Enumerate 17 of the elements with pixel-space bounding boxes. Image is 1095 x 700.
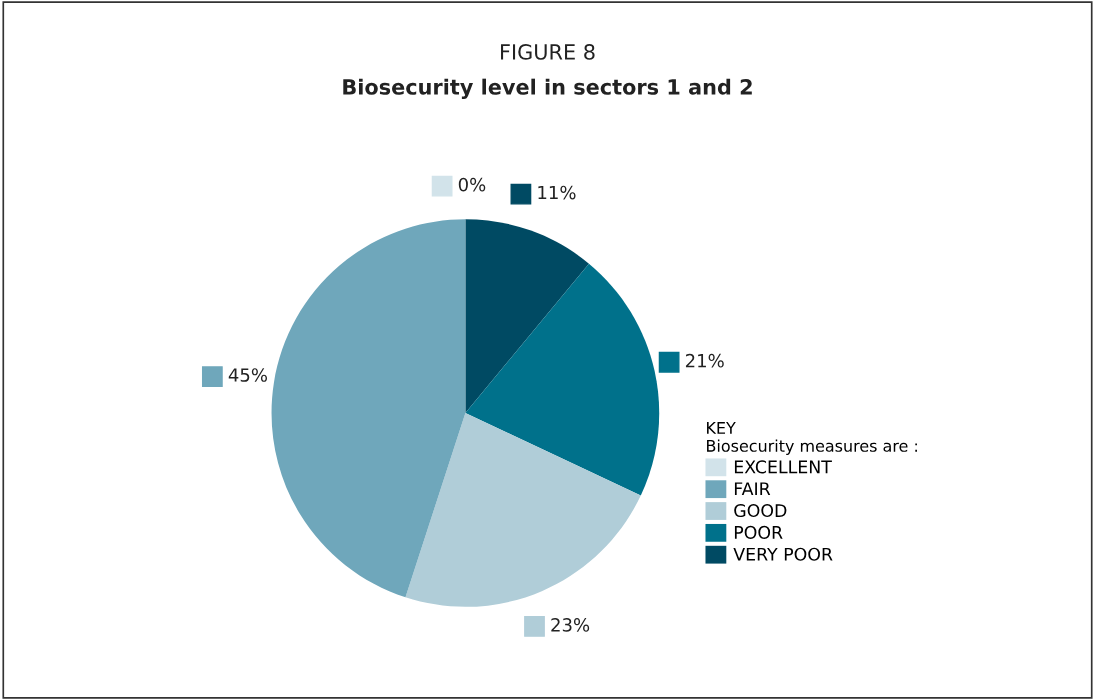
- text: 0%: [458, 177, 486, 192]
- data-label: 23%: [551, 618, 590, 632]
- legend-title: KEY Biosecurity measures are :: [707, 422, 917, 455]
- legend-label: GOOD: [734, 503, 787, 518]
- data-label: 45%: [228, 368, 267, 382]
- legend-label: EXCELLENT: [734, 460, 832, 474]
- chart-subtitle: Biosecurity level in sectors 1 and 2: [343, 78, 752, 99]
- pie-slice: [405, 413, 641, 607]
- data-label: 21%: [685, 353, 724, 368]
- pie-slice: [465, 263, 660, 496]
- chart-title: FIGURE 8: [501, 44, 595, 60]
- legend-label: POOR: [734, 525, 783, 539]
- pie-slice: [271, 219, 466, 598]
- legend-label: FAIR: [734, 482, 771, 496]
- legend-label: VERY POOR: [733, 547, 833, 561]
- data-label: 11%: [538, 185, 576, 200]
- pie-slice: [465, 219, 589, 413]
